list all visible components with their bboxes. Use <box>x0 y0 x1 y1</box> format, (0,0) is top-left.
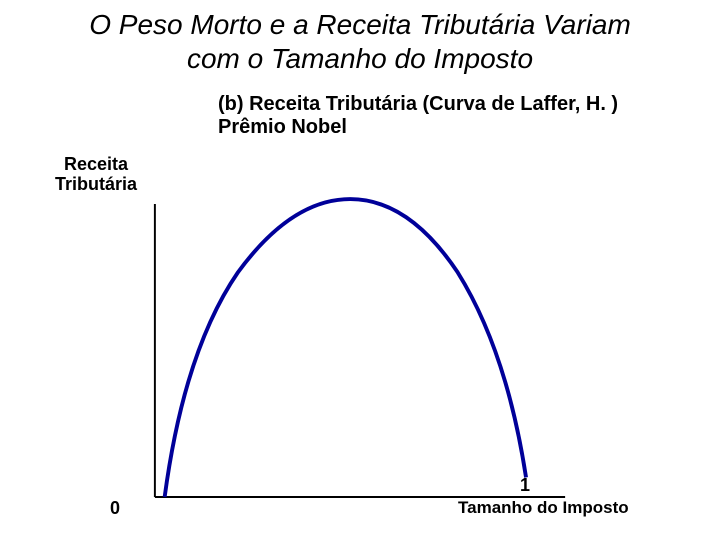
subtitle-line2: Prêmio Nobel <box>218 116 347 138</box>
chart-container <box>150 195 570 495</box>
title-line1: O Peso Morto e a Receita Tributária Vari… <box>89 9 631 40</box>
origin-label: 0 <box>110 498 120 519</box>
y-axis-label: Receita Tributária <box>55 155 137 195</box>
y-axis-label-line2: Tributária <box>55 174 137 194</box>
subtitle: (b) Receita Tributária (Curva de Laffer,… <box>218 93 618 139</box>
slide-title: O Peso Morto e a Receita Tributária Vari… <box>0 0 720 75</box>
title-line2: com o Tamanho do Imposto <box>187 43 533 74</box>
laffer-curve-chart <box>150 195 570 505</box>
y-axis-label-line1: Receita <box>64 154 128 174</box>
laffer-curve <box>165 199 526 497</box>
subtitle-line1: (b) Receita Tributária (Curva de Laffer,… <box>218 93 618 115</box>
